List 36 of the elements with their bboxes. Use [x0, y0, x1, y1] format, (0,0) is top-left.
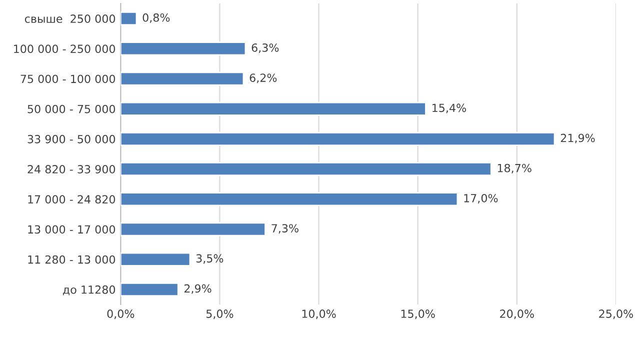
bar	[120, 282, 179, 296]
data-label: 15,4%	[432, 104, 466, 114]
x-tick-label: 15,0%	[401, 310, 435, 320]
data-label: 17,0%	[464, 194, 498, 204]
y-tick-label: 13 000 - 17 000	[28, 225, 116, 234]
data-label: 18,7%	[498, 164, 532, 174]
bar	[120, 222, 266, 236]
y-tick-label: 17 000 - 24 820	[28, 195, 116, 204]
bar	[120, 132, 556, 146]
data-label: 2,9%	[184, 284, 212, 294]
y-tick-label: 33 900 - 50 000	[28, 134, 116, 144]
x-tick-label: 5,0%	[206, 310, 234, 320]
y-tick-label: 100 000 - 250 000	[14, 44, 116, 54]
bar	[120, 192, 458, 206]
y-tick-label: 50 000 - 75 000	[28, 104, 116, 114]
y-tick-label: до 11280	[63, 285, 116, 296]
x-tick-label: 10,0%	[302, 310, 336, 320]
x-tick-label: 25,0%	[599, 310, 633, 320]
data-label: 0,8%	[142, 13, 170, 23]
bar	[120, 162, 492, 176]
bar	[120, 12, 138, 26]
y-tick-label: свыше 250 000	[24, 14, 116, 23]
bar	[120, 102, 426, 116]
data-label: 7,3%	[272, 224, 298, 234]
data-label: 6,2%	[250, 74, 277, 84]
data-label: 6,3%	[252, 43, 279, 54]
bar	[120, 42, 246, 56]
y-tick-label: 11 280 - 13 000	[28, 255, 116, 264]
x-tick-label: 0,0%	[107, 310, 134, 320]
x-tick-label: 20,0%	[500, 310, 534, 320]
bar	[120, 72, 244, 86]
data-label: 21,9%	[560, 134, 595, 144]
y-tick-label: 75 000 - 100 000	[20, 74, 116, 84]
data-label: 3,5%	[196, 254, 224, 264]
bar	[120, 252, 191, 266]
y-tick-label: 24 820 - 33 900	[28, 165, 116, 174]
